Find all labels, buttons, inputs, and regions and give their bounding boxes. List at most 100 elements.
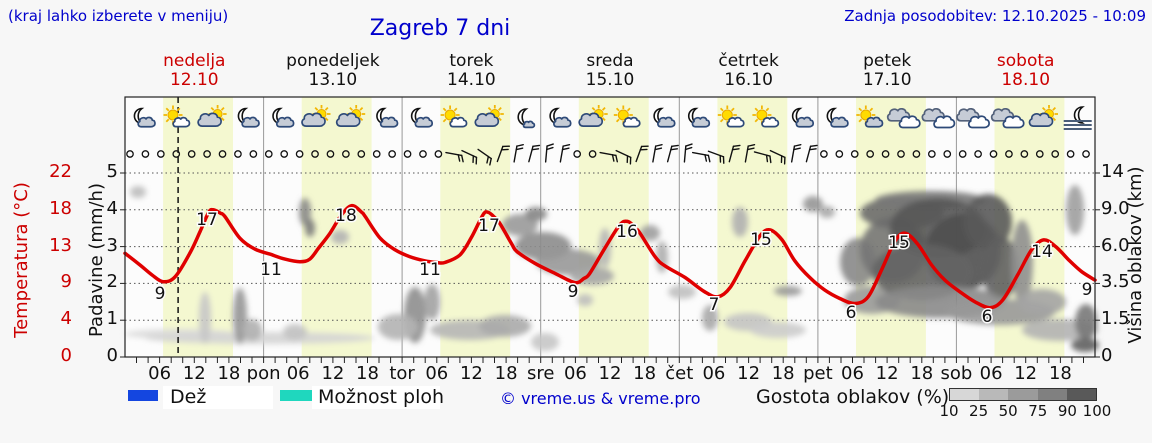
temp-value-label: 17 bbox=[196, 210, 218, 230]
time-tick-label: sre bbox=[526, 363, 555, 384]
wind-barb-icon bbox=[477, 148, 492, 166]
weather-icon-moon-cloud bbox=[791, 107, 814, 128]
calm-wind-icon bbox=[881, 150, 890, 158]
wind-barb-icon bbox=[528, 144, 541, 163]
calm-wind-icon bbox=[1005, 150, 1013, 158]
weather-icon-cloud-sun bbox=[197, 105, 227, 127]
calm-wind-icon bbox=[342, 150, 350, 158]
cloud-icon bbox=[864, 116, 884, 128]
cloud-height-tick-label: 6.0 bbox=[1101, 234, 1130, 256]
time-tick-label: 18 bbox=[356, 363, 379, 384]
temp-value-label: 6 bbox=[846, 303, 857, 323]
day-date: 16.10 bbox=[724, 70, 773, 90]
day-name: nedelja bbox=[163, 51, 226, 71]
cloud-icon bbox=[553, 116, 572, 128]
time-tick-label: pon bbox=[246, 363, 281, 384]
weather-icons-row bbox=[133, 105, 1092, 130]
precip-tick-label: 5 bbox=[106, 161, 118, 182]
density-tick-label: 100 bbox=[1082, 402, 1112, 420]
wind-barb-icon bbox=[461, 149, 478, 165]
temp-tick-label: 13 bbox=[49, 234, 72, 256]
day-name: sobota bbox=[996, 51, 1055, 71]
calm-wind-icon bbox=[218, 150, 227, 158]
page-title: Zagreb 7 dni bbox=[369, 16, 511, 41]
day-name: petek bbox=[863, 51, 912, 71]
day-header-ponedeljek: ponedeljek 13.10 bbox=[263, 52, 403, 90]
wind-barb-icon bbox=[805, 144, 818, 163]
time-tick-label: 18 bbox=[1048, 363, 1072, 384]
density-segment bbox=[979, 389, 1009, 400]
wind-barb-icon bbox=[744, 144, 756, 163]
calm-wind-icon bbox=[835, 150, 844, 158]
calm-wind-icon bbox=[1066, 150, 1075, 158]
wind-barb-icon bbox=[728, 144, 741, 163]
density-segment bbox=[1008, 389, 1038, 400]
weather-icon-cloud-sun bbox=[301, 105, 331, 127]
cloud-icon bbox=[726, 116, 745, 128]
cloud-icon bbox=[578, 112, 604, 127]
temp-value-label: 14 bbox=[1031, 242, 1053, 262]
weather-icon-moon-cloud bbox=[410, 107, 433, 128]
time-tick-label: 06 bbox=[979, 363, 1003, 384]
calm-wind-icon bbox=[357, 150, 366, 158]
day-header-nedelja: nedelja 12.10 bbox=[124, 52, 264, 90]
calm-wind-icon bbox=[573, 150, 582, 158]
weather-icon-moon-cloud bbox=[376, 107, 399, 128]
temperature-axis-label: Temperatura (°C) bbox=[11, 182, 32, 338]
wind-barb-icon bbox=[599, 151, 619, 163]
cloud-icon bbox=[761, 116, 780, 128]
day-date: 17.10 bbox=[862, 70, 912, 90]
wind-barb-icon bbox=[559, 144, 571, 163]
density-tick-label: 75 bbox=[1028, 402, 1048, 420]
calm-wind-icon bbox=[249, 150, 258, 158]
day-name: četrtek bbox=[718, 51, 779, 71]
calm-wind-icon bbox=[172, 150, 181, 158]
density-segment bbox=[1037, 389, 1067, 400]
calm-wind-icon bbox=[850, 150, 859, 158]
weather-icon-moon-cloud bbox=[826, 107, 849, 128]
time-tick-label: 06 bbox=[148, 363, 172, 384]
copyright-link[interactable]: © vreme.us & vreme.pro bbox=[500, 389, 701, 408]
temp-value-label: 15 bbox=[750, 230, 772, 250]
temp-value-label: 11 bbox=[419, 260, 441, 280]
cloud-icon bbox=[241, 116, 260, 128]
rain-legend-label: Dež bbox=[170, 386, 207, 408]
day-date: 18.10 bbox=[1001, 70, 1051, 90]
time-tick-label: 06 bbox=[841, 363, 864, 384]
day-date: 15.10 bbox=[585, 70, 635, 90]
precip-tick-label: 0 bbox=[106, 345, 118, 366]
wind-barb-icon bbox=[445, 151, 464, 163]
rain-color-swatch bbox=[128, 390, 158, 401]
temp-value-label: 11 bbox=[260, 260, 282, 280]
calm-wind-icon bbox=[974, 150, 982, 158]
sun-icon bbox=[163, 105, 183, 125]
weather-icon-moon-fog bbox=[1063, 106, 1092, 130]
calm-wind-icon bbox=[403, 150, 412, 158]
cloud-icon bbox=[795, 116, 814, 128]
weather-icon-moon-cloud bbox=[272, 107, 295, 128]
calm-wind-icon bbox=[126, 150, 134, 158]
day-header-četrtek: četrtek 16.10 bbox=[679, 52, 819, 90]
wind-barb-icon bbox=[615, 149, 632, 165]
time-tick-label: 18 bbox=[217, 363, 241, 384]
weather-icon-sun-cloud bbox=[613, 105, 641, 128]
time-tick-label: 06 bbox=[563, 363, 587, 384]
weather-icon-moon-cloud bbox=[688, 107, 711, 128]
calm-wind-icon bbox=[588, 150, 597, 158]
cloud-cover-blobs bbox=[125, 185, 1099, 352]
cloud-height-tick-label: 3.5 bbox=[1101, 271, 1130, 293]
cloud-density-scale-bar bbox=[949, 388, 1097, 401]
temp-value-label: 7 bbox=[709, 295, 720, 315]
time-tick-label: 06 bbox=[425, 363, 449, 384]
wind-barb-icon bbox=[790, 144, 802, 163]
weather-icon-sun-cloud-gray bbox=[856, 105, 884, 128]
time-tick-label: 06 bbox=[702, 363, 726, 384]
cloud-icon bbox=[622, 116, 641, 128]
calm-wind-icon bbox=[912, 150, 921, 158]
weather-icon-sun-cloud bbox=[163, 105, 191, 128]
time-tick-label: 12 bbox=[182, 363, 206, 384]
cloud-height-tick-label: 9.0 bbox=[1101, 197, 1130, 219]
cloud-icon bbox=[522, 120, 536, 129]
time-tick-label: 12 bbox=[321, 363, 345, 384]
